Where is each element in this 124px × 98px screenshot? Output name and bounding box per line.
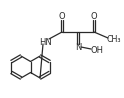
Text: O: O	[91, 11, 97, 20]
Text: CH₃: CH₃	[107, 34, 121, 44]
Text: OH: OH	[91, 45, 104, 54]
Text: O: O	[59, 11, 65, 20]
Text: N: N	[75, 43, 81, 52]
Text: HN: HN	[40, 38, 52, 46]
